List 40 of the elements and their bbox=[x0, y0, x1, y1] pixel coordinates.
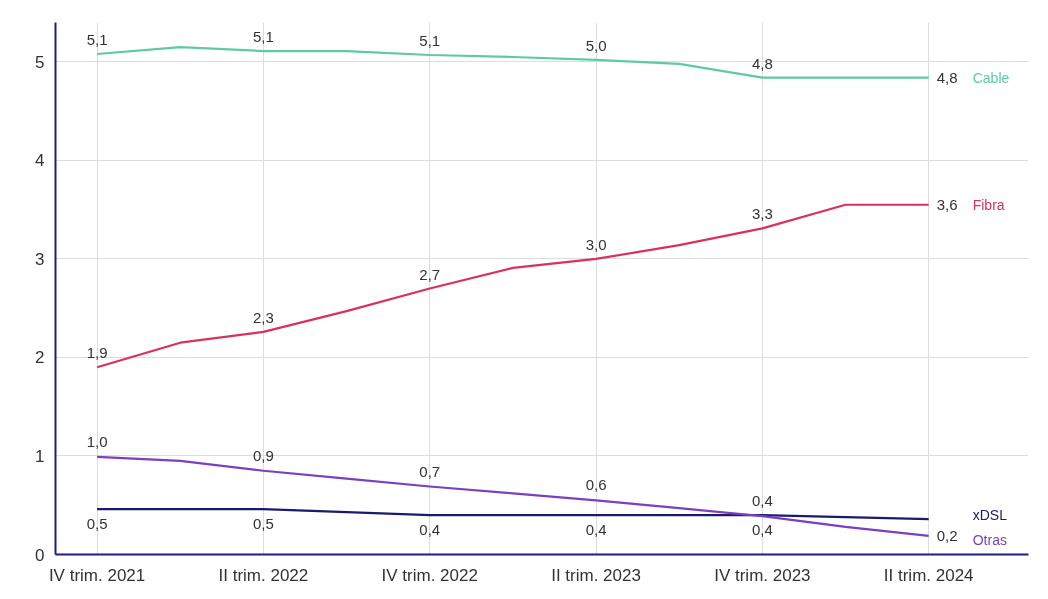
data-label: 3,3 bbox=[751, 205, 773, 223]
data-label: 4,8 bbox=[936, 68, 958, 86]
data-label: 5,1 bbox=[419, 32, 441, 50]
data-label: 0,4 bbox=[751, 492, 773, 510]
x-tick-label: IV trim. 2023 bbox=[714, 565, 811, 585]
data-label: 0,6 bbox=[585, 476, 607, 494]
data-label: 5,1 bbox=[252, 28, 274, 46]
data-label: 0,9 bbox=[252, 446, 274, 464]
data-label: 0,5 bbox=[252, 515, 274, 533]
data-label: 0,4 bbox=[751, 521, 773, 539]
text: Otras bbox=[972, 531, 1007, 548]
data-label: 0,2 bbox=[936, 526, 958, 544]
y-tick-label: 1 bbox=[35, 446, 45, 466]
x-tick-label: II trim. 2022 bbox=[218, 565, 309, 585]
data-label: 1,9 bbox=[86, 344, 108, 362]
data-label: 3,0 bbox=[585, 235, 607, 253]
y-tick-label: 5 bbox=[35, 52, 45, 72]
data-label: 3,6 bbox=[936, 195, 958, 213]
data-label: 0,7 bbox=[419, 462, 441, 480]
data-label: 5,0 bbox=[585, 36, 607, 54]
data-label: 2,3 bbox=[252, 308, 274, 326]
data-label: 0,4 bbox=[419, 521, 441, 539]
data-label: 5,1 bbox=[86, 31, 108, 49]
text: Cable bbox=[972, 69, 1010, 86]
data-label: 1,0 bbox=[86, 432, 108, 450]
data-label: 0,5 bbox=[86, 515, 108, 533]
line-series bbox=[95, 508, 930, 521]
y-tick-label: 3 bbox=[35, 249, 45, 269]
text: Fibra bbox=[972, 196, 1005, 213]
x-tick-label: II trim. 2023 bbox=[551, 565, 641, 585]
x-tick-label: IV trim. 2022 bbox=[381, 565, 478, 585]
x-tick-label: II trim. 2024 bbox=[883, 565, 974, 585]
data-label: 4,8 bbox=[751, 54, 773, 72]
y-tick-label: 2 bbox=[35, 348, 45, 368]
x-tick-label: IV trim. 2021 bbox=[48, 565, 146, 585]
data-label: 2,7 bbox=[419, 265, 441, 283]
data-label: 0,4 bbox=[585, 521, 607, 539]
text: xDSL bbox=[972, 507, 1008, 524]
y-tick-label: 4 bbox=[35, 151, 45, 171]
y-tick-label: 0 bbox=[35, 545, 45, 565]
